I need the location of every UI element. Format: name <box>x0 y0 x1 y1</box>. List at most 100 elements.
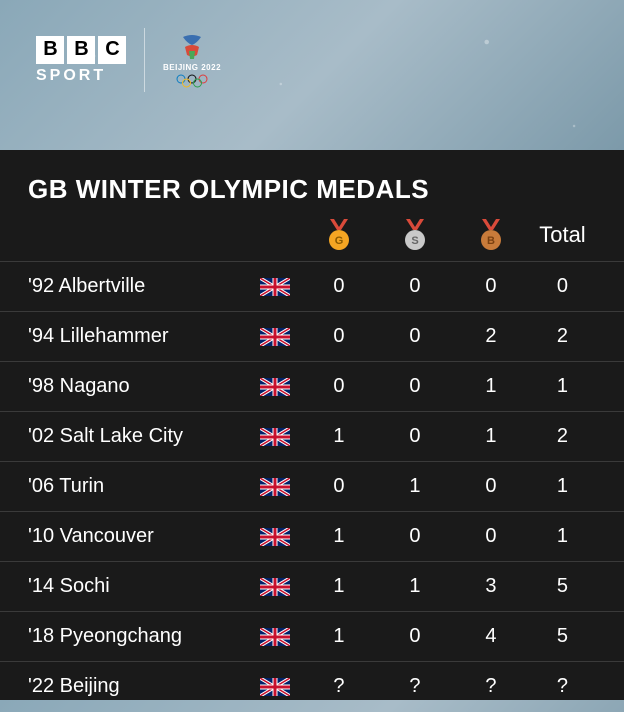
bronze-cell: ? <box>453 662 529 712</box>
bbc-letter-b2: B <box>67 36 95 64</box>
table-row: '14 Sochi1135 <box>0 562 624 612</box>
silver-cell: 0 <box>377 412 453 462</box>
event-label: '92 Albertville <box>0 262 248 312</box>
silver-cell: 0 <box>377 262 453 312</box>
svg-text:S: S <box>411 235 418 247</box>
bronze-cell: 1 <box>453 412 529 462</box>
flag-cell <box>248 462 301 512</box>
beijing-label: BEIJING 2022 <box>163 63 221 72</box>
col-total-header: Total <box>529 219 624 262</box>
uk-flag-icon <box>260 278 290 296</box>
gold-cell: 1 <box>301 412 377 462</box>
beijing-2022-logo: BEIJING 2022 <box>163 33 221 88</box>
bbc-letter-c: C <box>98 36 126 64</box>
flag-cell <box>248 362 301 412</box>
total-cell: 1 <box>529 362 624 412</box>
sport-label: SPORT <box>36 67 126 85</box>
bronze-cell: 0 <box>453 462 529 512</box>
gold-cell: 0 <box>301 262 377 312</box>
bronze-cell: 2 <box>453 312 529 362</box>
uk-flag-icon <box>260 378 290 396</box>
table-row: '92 Albertville0000 <box>0 262 624 312</box>
uk-flag-icon <box>260 628 290 646</box>
silver-cell: 0 <box>377 362 453 412</box>
col-event-header <box>0 219 248 262</box>
svg-text:G: G <box>335 235 344 247</box>
gold-cell: 1 <box>301 562 377 612</box>
gold-cell: 0 <box>301 312 377 362</box>
flag-cell <box>248 312 301 362</box>
flag-cell <box>248 262 301 312</box>
table-header-row: G S B Total <box>0 219 624 262</box>
event-label: '22 Beijing <box>0 662 248 712</box>
col-silver-header: S <box>377 219 453 262</box>
flag-cell <box>248 662 301 712</box>
bbc-sport-logo: B B C SPORT <box>36 36 126 85</box>
uk-flag-icon <box>260 478 290 496</box>
table-row: '94 Lillehammer0022 <box>0 312 624 362</box>
total-cell: 1 <box>529 512 624 562</box>
silver-cell: ? <box>377 662 453 712</box>
gold-medal-icon: G <box>326 219 352 251</box>
flag-cell <box>248 562 301 612</box>
col-flag-header <box>248 219 301 262</box>
gold-cell: 1 <box>301 612 377 662</box>
event-label: '94 Lillehammer <box>0 312 248 362</box>
silver-cell: 0 <box>377 612 453 662</box>
total-cell: 2 <box>529 312 624 362</box>
total-cell: ? <box>529 662 624 712</box>
flag-cell <box>248 612 301 662</box>
bronze-cell: 0 <box>453 512 529 562</box>
total-cell: 1 <box>529 462 624 512</box>
col-bronze-header: B <box>453 219 529 262</box>
bronze-cell: 3 <box>453 562 529 612</box>
total-cell: 2 <box>529 412 624 462</box>
bronze-cell: 4 <box>453 612 529 662</box>
table-row: '98 Nagano0011 <box>0 362 624 412</box>
olympic-rings-icon <box>176 74 208 88</box>
medal-table-panel: GB WINTER OLYMPIC MEDALS G S <box>0 150 624 700</box>
silver-cell: 0 <box>377 512 453 562</box>
gold-cell: 1 <box>301 512 377 562</box>
uk-flag-icon <box>260 428 290 446</box>
event-label: '18 Pyeongchang <box>0 612 248 662</box>
medal-table: G S B Total <box>0 219 624 712</box>
svg-text:B: B <box>487 235 495 247</box>
total-cell: 5 <box>529 562 624 612</box>
uk-flag-icon <box>260 328 290 346</box>
gold-cell: 0 <box>301 462 377 512</box>
bronze-cell: 0 <box>453 262 529 312</box>
event-label: '98 Nagano <box>0 362 248 412</box>
event-label: '02 Salt Lake City <box>0 412 248 462</box>
flag-cell <box>248 512 301 562</box>
silver-medal-icon: S <box>402 219 428 251</box>
event-label: '06 Turin <box>0 462 248 512</box>
beijing-mark-icon <box>177 33 207 61</box>
uk-flag-icon <box>260 578 290 596</box>
bronze-medal-icon: B <box>478 219 504 251</box>
table-row: '18 Pyeongchang 1045 <box>0 612 624 662</box>
gold-cell: 0 <box>301 362 377 412</box>
flag-cell <box>248 412 301 462</box>
table-row: '10 Vancouver1001 <box>0 512 624 562</box>
bbc-letter-b1: B <box>36 36 64 64</box>
event-label: '10 Vancouver <box>0 512 248 562</box>
silver-cell: 0 <box>377 312 453 362</box>
table-row: '06 Turin0101 <box>0 462 624 512</box>
silver-cell: 1 <box>377 462 453 512</box>
header-logos: B B C SPORT BEIJING 2022 <box>36 28 221 92</box>
total-cell: 0 <box>529 262 624 312</box>
uk-flag-icon <box>260 528 290 546</box>
table-row: '22 Beijing???? <box>0 662 624 712</box>
bbc-blocks: B B C <box>36 36 126 64</box>
silver-cell: 1 <box>377 562 453 612</box>
total-cell: 5 <box>529 612 624 662</box>
col-gold-header: G <box>301 219 377 262</box>
table-row: '02 Salt Lake City1012 <box>0 412 624 462</box>
uk-flag-icon <box>260 678 290 696</box>
table-title: GB WINTER OLYMPIC MEDALS <box>0 174 624 219</box>
logo-divider <box>144 28 145 92</box>
gold-cell: ? <box>301 662 377 712</box>
bronze-cell: 1 <box>453 362 529 412</box>
event-label: '14 Sochi <box>0 562 248 612</box>
